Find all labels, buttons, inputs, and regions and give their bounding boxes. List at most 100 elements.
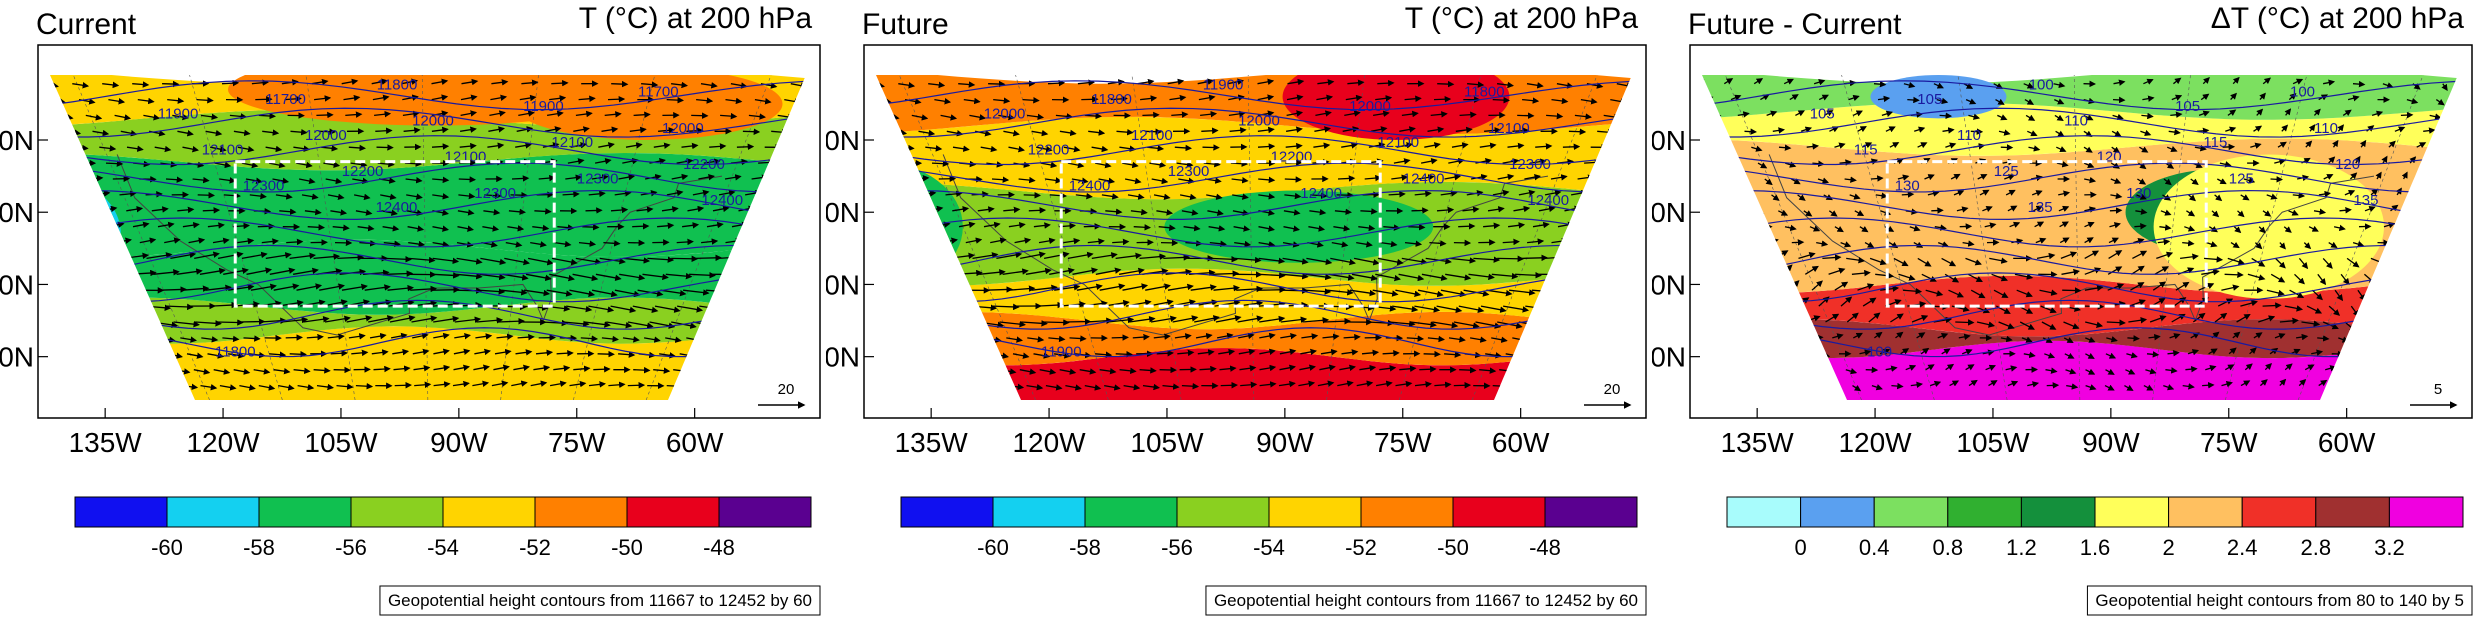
wind-vector — [1279, 364, 1296, 371]
wind-vector — [1147, 145, 1165, 152]
wind-vector — [341, 283, 368, 291]
colorbar-label: -48 — [703, 535, 735, 560]
wind-vector — [1310, 192, 1328, 199]
wind-vector — [585, 207, 603, 214]
wind-vector — [483, 208, 501, 216]
wind-vector — [223, 192, 241, 199]
wind-vector — [661, 206, 679, 213]
colorbar-label: 0.4 — [1859, 535, 1890, 560]
wind-vector — [375, 127, 393, 135]
wind-vector — [1238, 348, 1256, 356]
wind-vector — [1259, 332, 1276, 340]
wind-vector — [1550, 174, 1568, 181]
wind-vector — [2358, 337, 2368, 344]
wind-vector — [484, 192, 502, 199]
wind-vector — [1479, 142, 1497, 149]
wind-vector — [952, 205, 970, 213]
wind-vector — [1351, 273, 1378, 282]
wind-vector — [336, 383, 354, 390]
wind-vector — [1324, 317, 1351, 325]
wind-vector — [489, 110, 506, 117]
wind-vector — [313, 253, 341, 260]
wind-vector — [1331, 241, 1349, 248]
wind-vector — [1492, 382, 1510, 390]
contour-label: 12100 — [1377, 134, 1419, 151]
wind-vector — [238, 318, 266, 325]
contour-label: 12300 — [1509, 156, 1551, 173]
contour-label: 12100 — [1131, 127, 1173, 144]
wind-vector — [633, 366, 651, 374]
contour-label: 100 — [1867, 344, 1892, 361]
wind-vector — [2202, 381, 2215, 389]
wind-vector — [763, 205, 781, 213]
wind-vector — [1063, 237, 1081, 245]
wind-vector — [1737, 178, 1746, 186]
wind-vector — [92, 129, 110, 137]
wind-vector — [1778, 144, 1792, 151]
wind-vector — [925, 145, 943, 152]
wind-vector — [521, 79, 539, 86]
y-tick-label: 30N — [826, 269, 860, 300]
wind-vector — [1399, 365, 1417, 372]
wind-vector — [2109, 207, 2123, 214]
wind-vector — [414, 381, 432, 389]
wind-vector — [433, 381, 451, 388]
wind-vector — [1086, 317, 1113, 324]
wind-vector — [301, 193, 319, 200]
wind-vector — [1129, 316, 1156, 323]
colorbar-label: 0.8 — [1933, 535, 1964, 560]
wind-vector — [666, 96, 684, 104]
wind-vector — [490, 94, 508, 101]
wind-vector — [1064, 318, 1092, 325]
height-contour — [141, 327, 703, 358]
wind-vector — [742, 253, 770, 260]
colorbar-swatch — [626, 496, 720, 528]
wind-vector — [991, 176, 1010, 183]
wind-vector — [686, 383, 704, 390]
wind-vector — [1304, 288, 1332, 295]
wind-vector — [1118, 267, 1145, 275]
contour-label: 11800 — [1464, 84, 1505, 101]
wind-vector — [472, 380, 490, 387]
wind-vector — [1283, 225, 1300, 232]
wind-vector — [671, 173, 689, 181]
wind-vector — [1414, 381, 1432, 388]
wind-vector — [1414, 305, 1441, 313]
wind-vector — [692, 189, 710, 197]
wind-vector — [566, 305, 593, 313]
wind-vector — [1228, 94, 1245, 101]
wind-vector — [381, 209, 398, 216]
wind-vector — [1444, 173, 1462, 181]
wind-vector — [258, 384, 276, 391]
wind-vector — [1575, 237, 1593, 245]
wind-vector — [352, 177, 369, 185]
wind-vector — [1286, 126, 1303, 133]
wind-vector — [1019, 368, 1037, 375]
colorbar-swatch — [350, 496, 444, 528]
panel-current-figure: Current T (°C) at 200 hPa Geopotential h… — [0, 2, 821, 616]
wind-vector — [1462, 206, 1480, 213]
wind-vector — [2459, 115, 2467, 120]
wind-vector — [210, 146, 227, 153]
wind-vector — [278, 384, 295, 391]
wind-vector — [1079, 368, 1097, 375]
wind-vector — [502, 273, 529, 281]
wind-vector — [186, 352, 204, 359]
wind-vector — [170, 251, 197, 260]
wind-vector — [432, 286, 460, 294]
wind-vector — [701, 238, 719, 245]
wind-vector — [1133, 224, 1151, 231]
wind-vector — [1258, 193, 1276, 200]
wind-vector — [1433, 95, 1452, 103]
contour-label: 115 — [2203, 134, 2227, 151]
wind-vector — [527, 257, 554, 266]
wind-vector — [659, 352, 676, 359]
wind-vector — [1087, 238, 1105, 245]
wind-vector — [1716, 129, 1728, 136]
wind-vector — [199, 267, 226, 275]
wind-vector — [1123, 384, 1141, 391]
height-contour — [71, 189, 767, 220]
contour-label: 12400 — [376, 199, 418, 216]
contour-label: 100 — [2029, 76, 2054, 93]
